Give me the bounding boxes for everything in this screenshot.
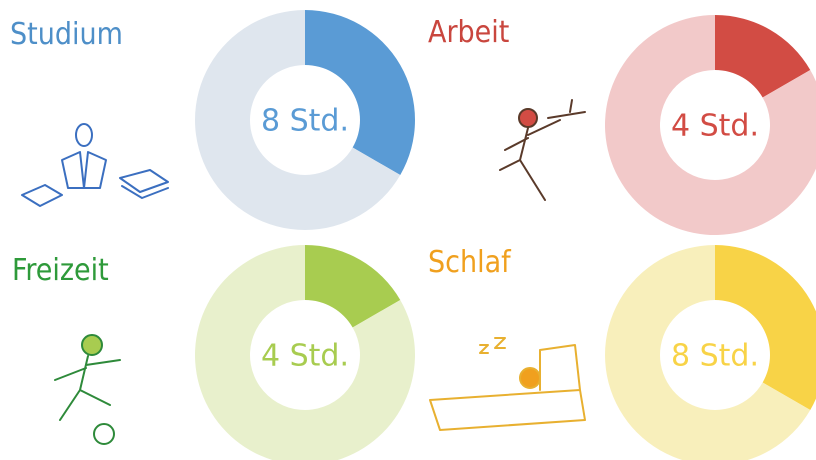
leisure-icon [55,335,120,444]
value-label: 4 Std. [261,339,349,374]
value-label: 8 Std. [261,104,349,139]
chart-title: Studium [10,17,123,52]
work-icon [500,100,585,200]
chart-title: Arbeit [428,15,509,50]
chart-title: Freizeit [12,253,109,288]
study-icon [22,124,168,206]
value-label: 8 Std. [671,339,759,374]
infographic: Studium 8 Std. Arbeit 4 Std. Freizeit 4 Std. S… [0,0,816,460]
chart-title: Schlaf [428,245,512,280]
sleep-icon [430,338,585,430]
value-label: 4 Std. [671,109,759,144]
donut-segment [305,10,415,175]
